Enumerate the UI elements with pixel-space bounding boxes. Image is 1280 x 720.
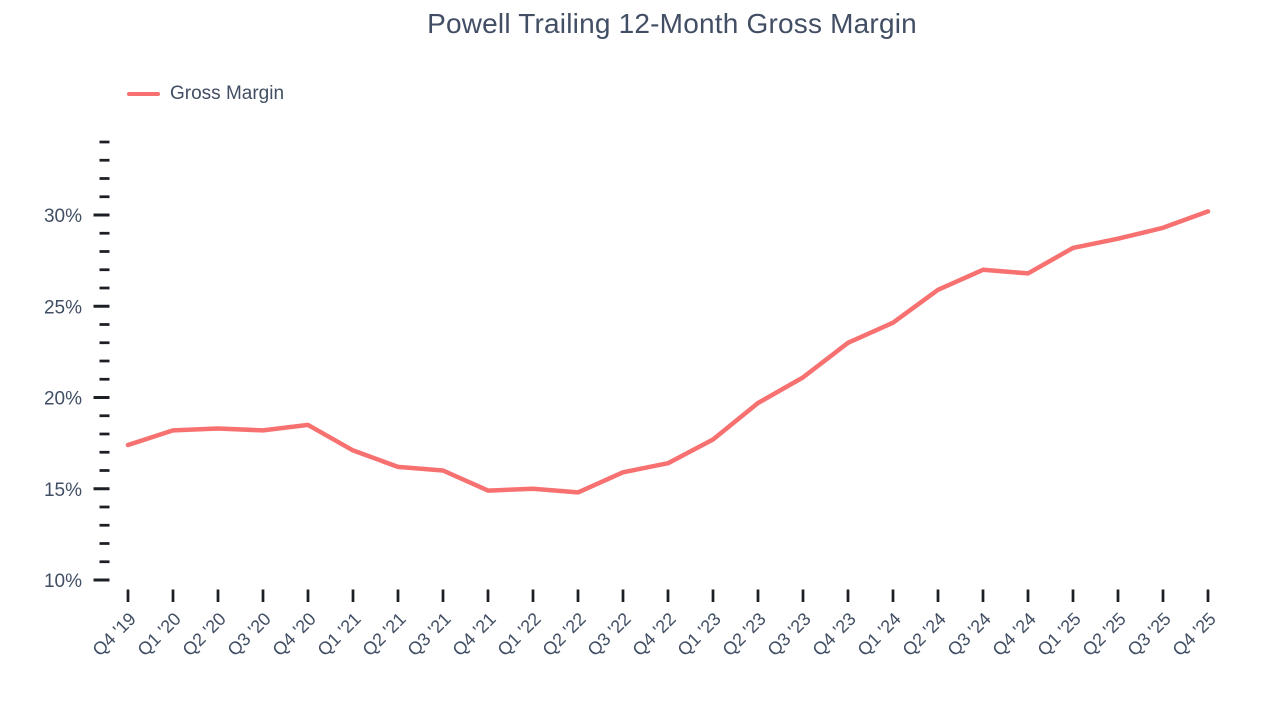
x-axis-tick-label: Q3 '22: [584, 609, 635, 660]
x-axis-tick-label: Q2 '23: [719, 609, 770, 660]
x-axis-tick-label: Q1 '23: [674, 609, 725, 660]
x-axis-tick-label: Q3 '21: [404, 609, 455, 660]
x-axis-tick-label: Q4 '21: [449, 609, 500, 660]
x-axis-tick-label: Q3 '24: [944, 609, 995, 660]
x-axis-tick-label: Q2 '20: [179, 609, 230, 660]
legend-line-swatch: [127, 91, 160, 97]
x-axis-tick-label: Q1 '21: [314, 609, 365, 660]
y-axis-tick-label: 25%: [44, 297, 82, 318]
legend-label: Gross Margin: [170, 83, 285, 104]
x-axis-tick-label: Q2 '24: [899, 609, 950, 660]
x-axis-tick-label: Q2 '21: [359, 609, 410, 660]
y-axis-tick-label: 30%: [44, 206, 82, 227]
y-axis-tick-label: 10%: [44, 571, 82, 592]
gross-margin-series-line[interactable]: [125, 209, 1211, 495]
x-axis-tick-label: Q4 '25: [1169, 609, 1220, 660]
y-axis-tick-label: 15%: [44, 480, 82, 501]
x-axis-tick-label: Q4 '19: [89, 609, 140, 660]
x-axis-tick-label: Q3 '23: [764, 609, 815, 660]
x-axis-tick-label: Q2 '25: [1079, 609, 1130, 660]
legend: Gross Margin: [127, 82, 284, 106]
x-axis-tick-label: Q1 '20: [134, 609, 185, 660]
y-axis-tick-label: 20%: [44, 389, 82, 410]
x-axis-tick-label: Q4 '24: [989, 609, 1040, 660]
x-axis-tick-label: Q3 '25: [1124, 609, 1175, 660]
x-axis-tick-label: Q1 '22: [494, 609, 545, 660]
x-axis-tick-label: Q3 '20: [224, 609, 275, 660]
x-axis-tick-label: Q4 '23: [809, 609, 860, 660]
x-axis-tick-label: Q4 '22: [629, 609, 680, 660]
x-axis-tick-label: Q2 '22: [539, 609, 590, 660]
x-axis-tick-label: Q4 '20: [269, 609, 320, 660]
chart-title: Powell Trailing 12-Month Gross Margin: [427, 8, 917, 39]
x-axis-tick-label: Q1 '24: [854, 609, 905, 660]
x-axis-tick-label: Q1 '25: [1034, 609, 1085, 660]
